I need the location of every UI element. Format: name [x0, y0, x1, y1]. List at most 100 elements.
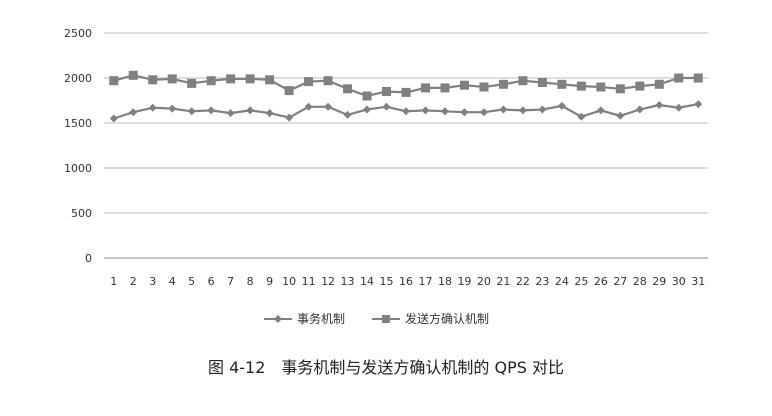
x-tick-label: 22: [516, 275, 530, 288]
x-tick-label: 29: [652, 275, 666, 288]
legend-item-series-1: 事务机制: [264, 311, 345, 326]
data-point-square: [537, 78, 547, 87]
data-point-diamond: [596, 106, 605, 115]
data-point-diamond: [499, 105, 508, 114]
data-point-diamond: [304, 102, 313, 111]
data-point-diamond: [577, 112, 586, 121]
data-point-square: [459, 80, 469, 90]
x-tick-label: 20: [477, 275, 491, 288]
data-point-diamond: [694, 100, 703, 109]
data-point-square: [382, 87, 392, 96]
x-tick-label: 15: [380, 275, 394, 288]
data-point-square: [245, 74, 255, 84]
data-point-diamond: [635, 105, 644, 114]
series-2: [109, 70, 703, 101]
legend-label-series-1: 事务机制: [297, 311, 345, 326]
x-tick-label: 21: [496, 275, 510, 288]
data-point-square: [596, 82, 606, 92]
series-1: [109, 100, 703, 123]
x-tick-label: 8: [247, 275, 254, 288]
data-point-diamond: [655, 101, 664, 109]
data-series: [109, 70, 703, 123]
y-tick-label: 2000: [64, 72, 92, 85]
data-point-diamond: [674, 103, 683, 112]
legend-square-marker-icon: [382, 315, 390, 323]
data-point-diamond: [226, 109, 235, 118]
data-point-square: [167, 74, 177, 84]
x-tick-label: 25: [574, 275, 588, 288]
legend-item-series-2: 发送方确认机制: [372, 311, 489, 326]
data-point-diamond: [382, 102, 391, 111]
data-point-diamond: [265, 109, 274, 118]
data-point-square: [265, 75, 275, 85]
x-tick-label: 12: [321, 275, 335, 288]
gridlines: [104, 32, 708, 259]
data-point-square: [479, 82, 489, 92]
data-point-square: [148, 75, 158, 85]
x-tick-label: 23: [535, 275, 549, 288]
data-point-diamond: [421, 106, 430, 115]
x-tick-label: 18: [438, 275, 452, 288]
data-point-square: [674, 73, 684, 83]
data-point-square: [498, 79, 508, 89]
x-tick-label: 4: [169, 275, 176, 288]
legend-label-series-2: 发送方确认机制: [405, 311, 489, 326]
data-point-square: [109, 76, 119, 86]
data-point-diamond: [440, 107, 449, 116]
data-point-square: [440, 83, 450, 93]
data-point-square: [576, 81, 586, 91]
y-tick-label: 1500: [64, 117, 92, 130]
data-point-diamond: [324, 102, 333, 111]
data-point-square: [323, 76, 333, 86]
x-tick-label: 26: [594, 275, 608, 288]
data-point-square: [206, 76, 216, 86]
y-tick-label: 500: [71, 207, 92, 220]
data-point-square: [654, 79, 664, 89]
data-point-diamond: [460, 108, 469, 117]
data-point-diamond: [518, 106, 527, 115]
data-point-diamond: [187, 107, 196, 116]
figure-caption: 图 4-12 事务机制与发送方确认机制的 QPS 对比: [208, 358, 564, 377]
data-point-diamond: [246, 106, 255, 115]
data-point-square: [635, 81, 645, 91]
x-tick-label: 7: [227, 275, 234, 288]
data-point-diamond: [109, 114, 118, 123]
x-tick-label: 16: [399, 275, 413, 288]
x-tick-label: 5: [188, 275, 195, 288]
x-tick-label: 24: [555, 275, 569, 288]
x-tick-label: 31: [691, 275, 705, 288]
data-point-square: [401, 87, 411, 97]
data-point-square: [420, 83, 430, 93]
data-point-square: [343, 84, 353, 94]
data-point-square: [362, 91, 372, 101]
data-point-diamond: [343, 110, 352, 119]
x-tick-label: 27: [613, 275, 627, 288]
y-tick-label: 1000: [64, 162, 92, 175]
y-axis-tick-labels: 0 500 1000 1500 2000 2500: [64, 27, 92, 265]
y-tick-label: 2500: [64, 27, 92, 40]
x-tick-label: 1: [110, 275, 117, 288]
legend-diamond-marker-icon: [274, 315, 282, 323]
data-point-diamond: [168, 104, 177, 113]
data-point-diamond: [363, 105, 372, 114]
data-point-diamond: [285, 113, 294, 122]
y-tick-label: 0: [85, 252, 92, 265]
data-point-square: [187, 78, 197, 88]
x-tick-label: 28: [633, 275, 647, 288]
data-point-square: [304, 77, 314, 87]
data-point-diamond: [129, 108, 138, 117]
data-point-square: [518, 76, 528, 86]
data-point-square: [128, 70, 138, 80]
x-tick-label: 30: [672, 275, 686, 288]
data-point-diamond: [479, 108, 488, 117]
data-point-diamond: [402, 107, 410, 116]
x-tick-label: 10: [282, 275, 296, 288]
data-point-diamond: [557, 101, 566, 110]
x-tick-label: 2: [130, 275, 137, 288]
x-tick-label: 6: [208, 275, 215, 288]
x-tick-label: 11: [302, 275, 316, 288]
data-point-diamond: [148, 103, 157, 112]
data-point-square: [557, 79, 567, 89]
x-tick-label: 17: [418, 275, 432, 288]
